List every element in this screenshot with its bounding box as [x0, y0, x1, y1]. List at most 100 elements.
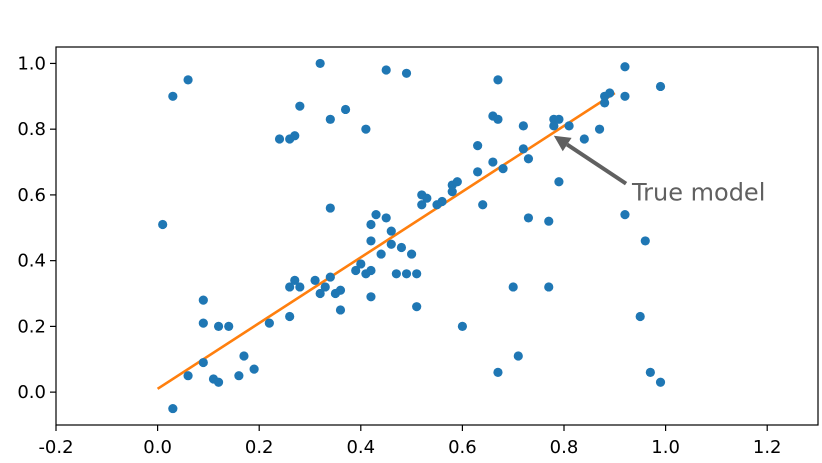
data-point — [183, 371, 193, 381]
x-tick-label: 1.0 — [651, 437, 680, 458]
data-point — [407, 249, 417, 259]
data-point — [554, 177, 564, 187]
data-point — [285, 282, 295, 292]
data-point — [544, 216, 554, 226]
data-point — [325, 203, 335, 213]
x-axis: -0.2 0.0 0.2 0.4 0.6 0.8 1.0 1.2 — [38, 425, 782, 458]
data-point — [422, 193, 432, 203]
data-point — [213, 321, 224, 331]
data-point — [605, 88, 615, 98]
data-point — [290, 131, 300, 141]
x-tick-label: 0.0 — [143, 437, 172, 458]
data-point — [417, 200, 427, 210]
x-tick-label: 0.8 — [550, 437, 579, 458]
data-point — [523, 213, 534, 223]
data-point — [386, 239, 396, 249]
data-point — [285, 311, 295, 322]
data-point — [249, 364, 259, 374]
data-point — [493, 367, 503, 378]
data-point — [168, 403, 178, 414]
data-point — [554, 114, 564, 124]
data-point — [234, 371, 244, 381]
data-point — [620, 210, 630, 220]
data-point — [381, 65, 391, 75]
data-point — [396, 242, 407, 253]
annotation-arrow-head — [553, 135, 572, 152]
data-point — [351, 265, 361, 276]
data-point — [335, 285, 346, 295]
true-model-line — [156, 91, 616, 390]
data-point — [361, 124, 371, 134]
data-point — [158, 219, 168, 230]
data-point — [366, 236, 376, 246]
x-tick-label: 1.2 — [753, 437, 782, 458]
data-point — [473, 167, 483, 177]
data-point — [518, 121, 528, 131]
data-point — [401, 68, 412, 78]
data-point — [310, 275, 320, 285]
data-point — [274, 134, 285, 144]
data-point — [544, 282, 554, 292]
data-point — [366, 292, 376, 302]
data-point — [320, 282, 330, 292]
data-point — [198, 295, 208, 305]
x-tick-label: 0.2 — [245, 437, 274, 458]
data-point — [478, 200, 488, 210]
y-tick-label: 0.8 — [17, 119, 46, 140]
data-point — [620, 91, 630, 101]
data-point — [325, 114, 335, 124]
data-point — [447, 187, 457, 197]
data-point — [315, 288, 325, 299]
data-point — [239, 351, 249, 361]
data-point — [412, 269, 422, 279]
plot-frame — [55, 46, 819, 426]
x-tick-label: 0.4 — [346, 437, 375, 458]
y-tick-label: 0.6 — [17, 185, 46, 206]
y-axis: 0.0 0.2 0.4 0.6 0.8 1.0 — [17, 53, 56, 403]
data-point — [508, 282, 518, 292]
data-point — [366, 219, 376, 230]
data-points-layer — [158, 58, 666, 414]
data-point — [381, 213, 391, 223]
data-point — [401, 269, 412, 279]
data-point — [295, 101, 305, 111]
data-point — [366, 265, 376, 276]
data-point — [513, 351, 523, 361]
data-point — [340, 104, 351, 115]
x-tick-label: -0.2 — [38, 437, 73, 458]
data-point — [412, 302, 422, 312]
data-point — [457, 321, 467, 331]
data-point — [376, 249, 386, 259]
data-point — [315, 58, 325, 69]
data-point — [356, 259, 366, 269]
data-point — [564, 121, 574, 131]
data-point — [452, 177, 462, 187]
data-point — [290, 275, 300, 285]
data-point — [620, 62, 630, 72]
data-point — [645, 367, 655, 378]
data-point — [391, 269, 401, 279]
data-point — [498, 164, 508, 174]
data-point — [579, 134, 589, 144]
data-point — [473, 141, 483, 151]
data-point — [198, 318, 208, 328]
data-point — [437, 196, 447, 207]
data-point — [518, 144, 528, 154]
data-point — [600, 98, 610, 108]
data-point — [635, 311, 645, 322]
data-point — [594, 124, 605, 134]
data-point — [549, 121, 559, 131]
data-point — [640, 236, 650, 246]
data-point — [655, 81, 666, 92]
data-point — [371, 210, 381, 220]
y-tick-label: 1.0 — [17, 53, 46, 74]
data-point — [213, 377, 224, 387]
data-point — [183, 75, 193, 85]
annotation-label: True model — [631, 179, 765, 207]
data-point — [264, 318, 274, 328]
x-tick-label: 0.6 — [448, 437, 477, 458]
data-point — [224, 321, 234, 331]
y-tick-label: 0.2 — [17, 316, 46, 337]
data-point — [493, 75, 503, 85]
